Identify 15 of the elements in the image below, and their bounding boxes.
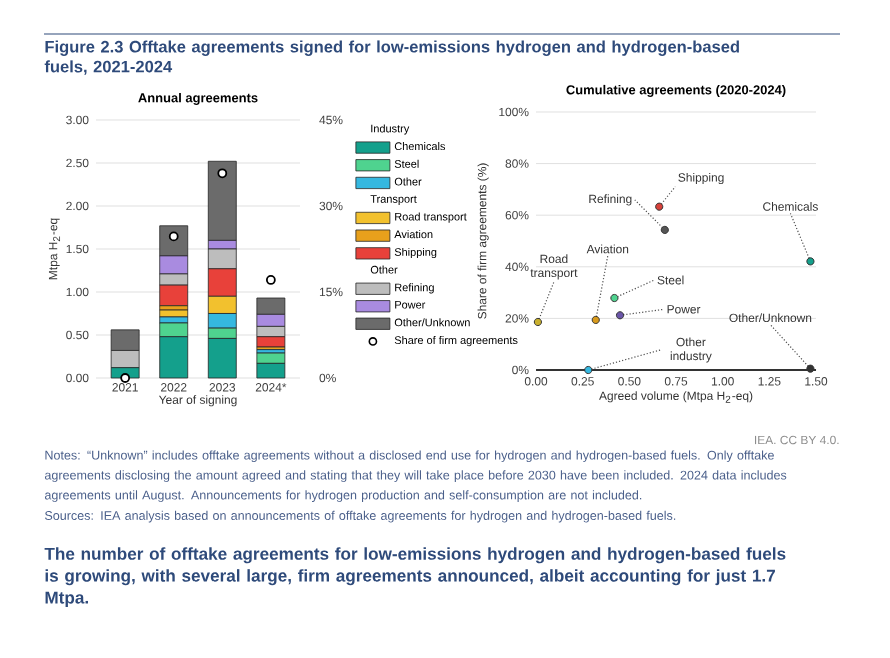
point [806,257,815,266]
point [806,364,815,373]
point [591,315,600,325]
caption: Figure 2.3 Offtake agreements signed for low-emissions hydrogen and hydrogen-based fuels, 2021-2024 [44,40,739,75]
text: The number of offtake agreements for low-emissions hydrogen and hydrogen-based fuels is growing, with several large, firm agreements announced, albeit accounting for just 1.7 Mtpa. [44,547,786,608]
point [660,225,669,234]
point [584,365,593,375]
point [610,293,619,303]
point [615,311,625,320]
bar [159,309,189,318]
point [655,202,664,211]
point [265,275,276,285]
point [217,168,228,179]
bar [207,160,237,241]
point [533,317,542,327]
